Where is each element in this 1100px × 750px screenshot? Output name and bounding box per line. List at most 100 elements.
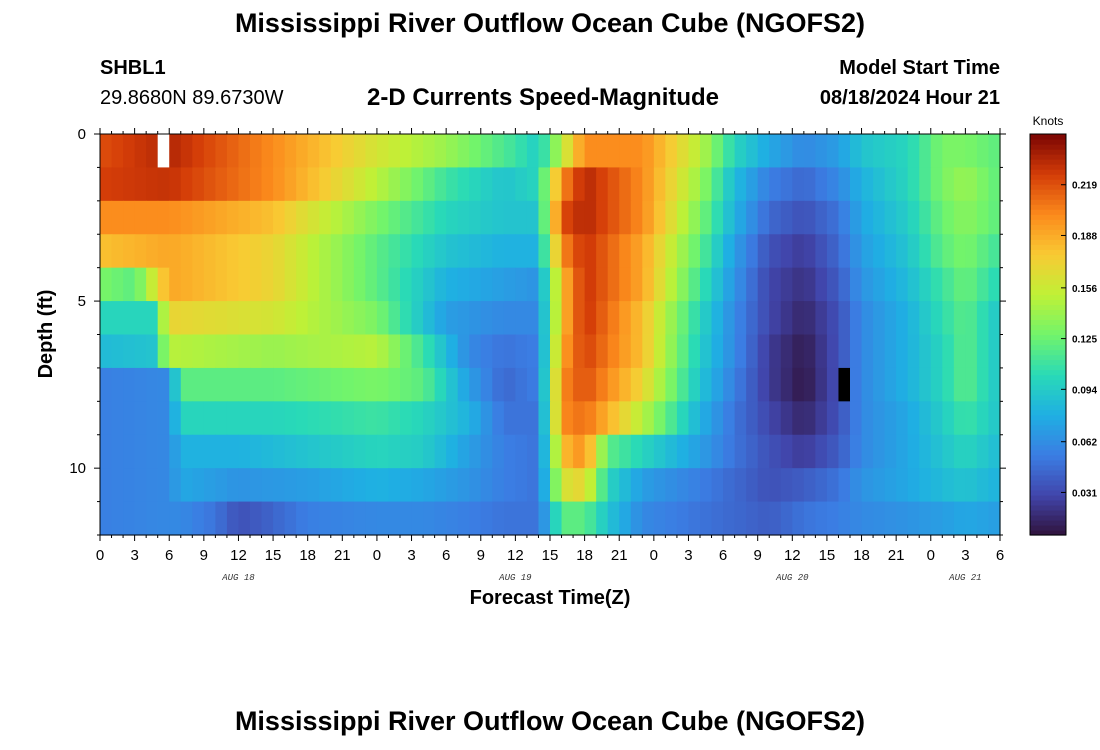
heatmap-cell	[180, 501, 193, 536]
heatmap-cell	[446, 134, 459, 169]
heatmap-cell	[526, 167, 540, 202]
heatmap-cell	[111, 200, 124, 235]
colorbar-segment	[1030, 399, 1066, 406]
heatmap-cell	[688, 267, 701, 302]
heatmap-cell	[353, 301, 366, 336]
heatmap-cell	[930, 167, 943, 202]
heatmap-cell	[653, 434, 666, 469]
x-tick-label: 9	[754, 547, 762, 564]
x-tick-label: 15	[542, 547, 559, 564]
heatmap-cell	[215, 401, 228, 436]
heatmap-cell	[180, 367, 193, 402]
heatmap-cell	[146, 167, 159, 202]
heatmap-cell	[238, 334, 251, 369]
heatmap-cell	[942, 134, 955, 169]
heatmap-cell	[307, 334, 320, 369]
heatmap-cell	[792, 434, 805, 469]
colorbar-segment	[1030, 469, 1066, 476]
heatmap-cell	[884, 200, 897, 235]
colorbar-segment	[1030, 149, 1066, 155]
heatmap-cell	[423, 301, 436, 336]
heatmap-cell	[169, 234, 182, 269]
colorbar-frame	[1029, 133, 1067, 536]
heatmap-cell	[930, 434, 943, 469]
heatmap-cell	[965, 468, 978, 503]
heatmap-cell	[365, 301, 378, 336]
heatmap-cell	[919, 167, 932, 202]
colorbar-segment	[1030, 279, 1066, 285]
heatmap-cell	[215, 267, 228, 302]
heatmap-cell	[550, 401, 563, 436]
heatmap-cell	[861, 234, 874, 269]
heatmap-cell	[815, 401, 828, 436]
colorbar-segment	[1030, 274, 1066, 280]
heatmap-cell	[700, 367, 713, 402]
heatmap-cell	[192, 234, 205, 269]
colorbar-segment	[1030, 514, 1066, 521]
heatmap-cell	[376, 401, 390, 436]
heatmap-cell	[769, 334, 782, 369]
heatmap-cell	[296, 434, 309, 469]
x-axis-ticks: 0 3 6 9 12 15 18 21 0 3 6 9 12 15 18 21 0 3 6 9 12 15 18 21 0 3 6	[96, 128, 1004, 564]
heatmap-cell	[538, 167, 551, 202]
heatmap-cell	[607, 401, 620, 436]
heatmap-cell	[803, 200, 816, 235]
x-tick-label: 3	[961, 547, 969, 564]
heatmap-cell	[400, 501, 413, 536]
heatmap-cell	[907, 468, 920, 503]
heatmap-cell	[284, 301, 297, 336]
heatmap-cell	[550, 167, 563, 202]
heatmap-cell	[919, 301, 932, 336]
heatmap-cell	[215, 434, 228, 469]
heatmap-cell	[711, 434, 724, 469]
heatmap-cell	[492, 501, 505, 536]
heatmap-cell	[688, 301, 701, 336]
colorbar-segment	[1030, 359, 1066, 366]
heatmap-cell	[988, 501, 1001, 536]
heatmap-cell	[607, 167, 620, 202]
heatmap-cell	[896, 234, 909, 269]
heatmap-cell	[134, 267, 147, 302]
heatmap-cell	[238, 200, 251, 235]
heatmap-cell	[538, 468, 551, 503]
heatmap-cell	[134, 167, 147, 202]
heatmap-cell	[838, 234, 851, 269]
heatmap-cell	[215, 334, 228, 369]
heatmap-cell	[319, 434, 332, 469]
heatmap-cell	[434, 167, 447, 202]
x-tick-label: 9	[200, 547, 208, 564]
heatmap-cell	[815, 301, 828, 336]
heatmap-cell	[342, 367, 355, 402]
heatmap-cell	[215, 167, 228, 202]
heatmap-cell	[538, 200, 551, 235]
heatmap-cell	[503, 134, 516, 169]
heatmap-cell	[284, 401, 297, 436]
heatmap-cell	[250, 501, 263, 536]
heatmap-cell	[723, 301, 736, 336]
heatmap-cell	[273, 367, 286, 402]
heatmap-cell	[203, 334, 216, 369]
heatmap-cell	[873, 167, 886, 202]
heatmap-cell	[550, 234, 563, 269]
heatmap-cell	[319, 200, 332, 235]
heatmap-cell	[838, 468, 851, 503]
heatmap-cell	[203, 200, 216, 235]
heatmap-cell	[353, 200, 366, 235]
heatmap-cell	[838, 134, 851, 169]
heatmap-cell	[215, 234, 228, 269]
heatmap-cell	[919, 434, 932, 469]
heatmap-cell	[965, 134, 978, 169]
heatmap-cell	[469, 434, 482, 469]
heatmap-cell	[976, 234, 990, 269]
heatmap-cell	[573, 167, 586, 202]
heatmap-cell	[907, 367, 920, 402]
heatmap-cell	[584, 167, 597, 202]
heatmap-cell	[434, 434, 447, 469]
heatmap-cell	[907, 267, 920, 302]
heatmap-cell	[388, 334, 401, 369]
heatmap-cell	[123, 468, 136, 503]
heatmap-cell	[665, 401, 678, 436]
x-date-label: AUG 21	[948, 573, 981, 583]
x-tick-label: 0	[650, 547, 658, 564]
heatmap-cell	[307, 501, 320, 536]
